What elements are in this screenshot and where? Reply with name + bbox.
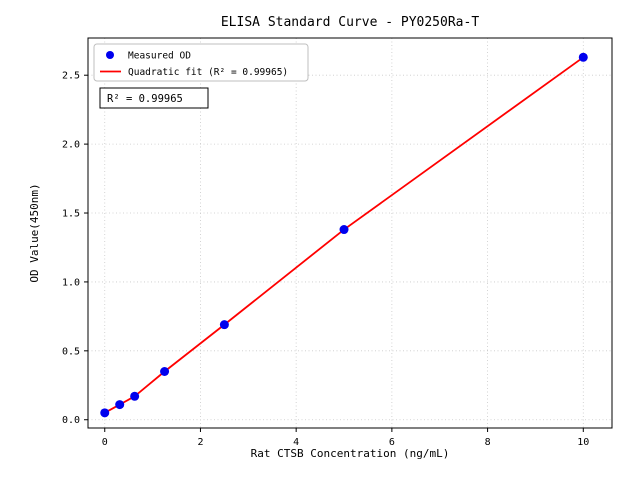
- y-tick-label: 2.5: [62, 71, 80, 82]
- data-point: [339, 225, 349, 235]
- x-tick-label: 10: [577, 437, 589, 448]
- y-tick-label: 0.5: [62, 346, 80, 357]
- data-point: [578, 52, 588, 62]
- y-tick-label: 0.0: [62, 415, 80, 426]
- plot-frame: [87, 37, 613, 429]
- data-point: [100, 408, 110, 418]
- legend-point-marker-icon: [106, 51, 114, 59]
- tick-labels: 0 2 4 6 8 10 0.0 0.5 1.0 1.5 2.0 2.5: [62, 71, 589, 448]
- legend-item-measured-od: Measured OD: [128, 51, 191, 62]
- x-tick-label: 0: [102, 437, 108, 448]
- x-tick-label: 2: [197, 437, 203, 448]
- chart-title: ELISA Standard Curve - PY0250Ra-T: [221, 15, 479, 30]
- axis-ticks: [84, 74, 584, 432]
- annotation-text: R² = 0.99965: [107, 93, 183, 105]
- data-point: [219, 320, 229, 330]
- y-axis-label: OD Value(450nm): [28, 183, 41, 282]
- data-point: [115, 400, 125, 410]
- legend-box: [93, 43, 309, 82]
- x-tick-label: 8: [485, 437, 491, 448]
- data-point: [130, 391, 140, 401]
- r-squared-annotation: R² = 0.99965: [99, 87, 209, 109]
- annotation-box: [99, 87, 209, 109]
- y-tick-label: 2.0: [62, 140, 80, 151]
- y-tick-label: 1.0: [62, 277, 80, 288]
- x-axis-label: Rat CTSB Concentration (ng/mL): [251, 447, 450, 460]
- x-tick-label: 4: [293, 437, 299, 448]
- data-point: [160, 366, 170, 376]
- legend-item-quadratic-fit: Quadratic fit (R² = 0.99965): [128, 67, 288, 78]
- y-tick-label: 1.5: [62, 209, 80, 220]
- data-series: [100, 52, 588, 418]
- x-tick-label: 6: [389, 437, 395, 448]
- legend: Measured OD Quadratic fit (R² = 0.99965): [93, 43, 309, 82]
